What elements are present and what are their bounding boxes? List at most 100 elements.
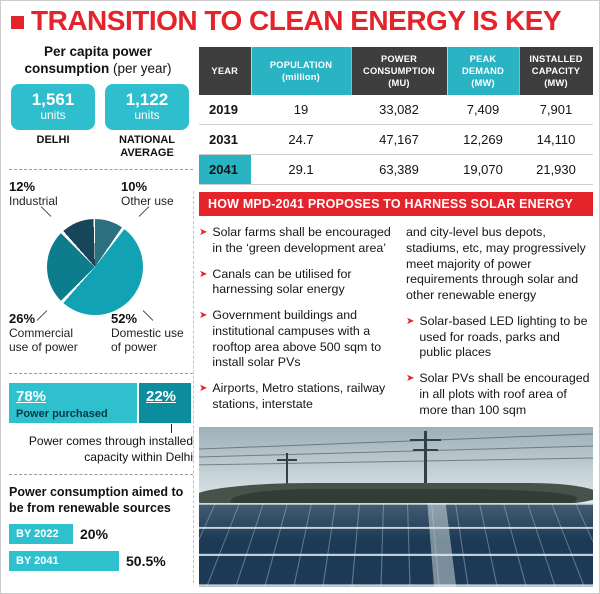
bullet-arrow-icon: ➤ bbox=[406, 315, 415, 327]
cell-consumption: 63,389 bbox=[351, 154, 447, 186]
utility-pole-crossarm bbox=[412, 449, 438, 451]
right-column: YEAR POPULATION (million) POWER CONSUMPT… bbox=[199, 47, 594, 428]
table-row-2019: 2019 19 33,082 7,409 7,901 bbox=[199, 95, 593, 126]
bullet-arrow-icon: ➤ bbox=[406, 373, 415, 385]
power-purchased-pct: 78% bbox=[16, 387, 47, 405]
table-row-2031: 2031 24.7 47,167 12,269 14,110 bbox=[199, 124, 593, 156]
installed-capacity-note: Power comes through installed capacity w… bbox=[28, 433, 193, 464]
cell-peak: 19,070 bbox=[447, 154, 519, 186]
list-item: ➤ Airports, Metro stations, railway stat… bbox=[199, 381, 396, 413]
left-column: Per capita power consumption (per year) … bbox=[9, 43, 193, 571]
industrial-name: Industrial bbox=[9, 193, 58, 208]
installed-capacity-segment: 22% bbox=[139, 382, 191, 423]
bullet-arrow-icon: ➤ bbox=[199, 268, 208, 280]
list-item-continuation: and city-level bus depots, stadiums, etc… bbox=[406, 225, 593, 304]
renewable-row-2041: BY 2041 50.5% bbox=[9, 550, 193, 571]
solar-panel-array bbox=[199, 503, 593, 587]
renewable-bar-2041: BY 2041 bbox=[9, 550, 119, 571]
cell-peak: 7,409 bbox=[447, 95, 519, 126]
delhi-label: DELHI bbox=[36, 133, 70, 146]
cell-installed: 14,110 bbox=[519, 124, 593, 156]
dashed-divider bbox=[9, 474, 193, 476]
pie-label-industrial: 12% Industrial bbox=[9, 179, 58, 208]
col-header-year: YEAR bbox=[199, 47, 252, 96]
per-capita-heading: Per capita power consumption (per year) bbox=[13, 43, 183, 78]
cell-peak: 12,269 bbox=[447, 124, 519, 156]
bullet-text: Government buildings and institutional c… bbox=[212, 308, 382, 370]
cell-consumption: 33,082 bbox=[351, 95, 447, 126]
vertical-dashed-divider bbox=[193, 191, 194, 583]
table-header-row: YEAR POPULATION (million) POWER CONSUMPT… bbox=[199, 47, 594, 96]
national-box-wrap: 1,122 units NATIONAL AVERAGE bbox=[105, 83, 189, 160]
power-purchased-segment: 78% Power purchased bbox=[9, 382, 137, 423]
power-projection-table: YEAR POPULATION (million) POWER CONSUMPT… bbox=[199, 47, 594, 186]
power-use-pie-chart bbox=[47, 218, 143, 315]
bullet-column-2: and city-level bus depots, stadiums, etc… bbox=[396, 225, 593, 428]
renewable-heading: Power consumption aimed to be from renew… bbox=[9, 485, 184, 516]
cell-installed: 21,930 bbox=[519, 154, 593, 186]
solar-panels-photo bbox=[199, 427, 593, 587]
national-unit: units bbox=[134, 108, 160, 123]
bullet-text: and city-level bus depots, stadiums, etc… bbox=[406, 225, 586, 303]
national-value-box: 1,122 units bbox=[105, 83, 189, 130]
bullet-column-1: ➤ Solar farms shall be encouraged in the… bbox=[199, 225, 396, 428]
cell-consumption: 47,167 bbox=[351, 124, 447, 156]
col-header-consumption: POWER CONSUMPTION (MU) bbox=[351, 47, 448, 96]
bullet-text: Canals can be utilised for harnessing so… bbox=[212, 266, 352, 297]
utility-pole-crossarm bbox=[409, 439, 441, 441]
utility-pole bbox=[423, 431, 427, 499]
cell-population: 29.1 bbox=[251, 154, 351, 186]
other-name: Other use bbox=[121, 193, 174, 208]
solar-bullet-list: ➤ Solar farms shall be encouraged in the… bbox=[199, 216, 593, 428]
power-purchased-label: Power purchased bbox=[16, 407, 108, 420]
renewable-pct-2041: 50.5% bbox=[126, 552, 166, 569]
renewable-row-2022: BY 2022 20% bbox=[9, 523, 193, 544]
bullet-text: Solar farms shall be encouraged in the ‘… bbox=[212, 225, 391, 255]
domestic-name: Domestic use of power bbox=[111, 325, 184, 355]
bullet-text: Solar-based LED lighting to be used for … bbox=[419, 313, 588, 360]
renewable-pct-2022: 20% bbox=[80, 525, 109, 542]
col-header-peak-demand: PEAK DEMAND (MW) bbox=[447, 47, 520, 96]
industrial-pct: 12% bbox=[9, 178, 36, 194]
utility-pole bbox=[285, 453, 288, 497]
power-source-bar: 78% Power purchased 22% bbox=[9, 382, 193, 423]
bullet-arrow-icon: ➤ bbox=[199, 310, 208, 322]
power-source-split: 78% Power purchased 22% Power comes thro… bbox=[9, 382, 193, 465]
page-title: TRANSITION TO CLEAN ENERGY IS KEY bbox=[31, 5, 562, 36]
solar-section-banner: HOW MPD-2041 PROPOSES TO HARNESS SOLAR E… bbox=[199, 192, 593, 217]
pie-label-commercial: 26% Commercial use of power bbox=[9, 311, 95, 355]
renewable-bar-2022: BY 2022 bbox=[9, 523, 73, 544]
other-pct: 10% bbox=[121, 178, 148, 194]
cell-year: 2019 bbox=[199, 95, 251, 126]
list-item: ➤ Solar-based LED lighting to be used fo… bbox=[406, 314, 593, 361]
utility-pole-crossarm bbox=[276, 459, 297, 461]
col-header-installed-capacity: INSTALLED CAPACITY (MW) bbox=[519, 47, 594, 96]
commercial-name: Commercial use of power bbox=[9, 325, 78, 355]
per-capita-boxes: 1,561 units DELHI 1,122 units NATIONAL A… bbox=[9, 83, 193, 160]
dashed-divider bbox=[9, 372, 193, 374]
bullet-text: Solar PVs shall be encouraged in all plo… bbox=[419, 371, 590, 417]
renewable-targets: Power consumption aimed to be from renew… bbox=[9, 484, 193, 571]
pie-label-other: 10% Other use bbox=[121, 179, 174, 208]
table-row-2041: 2041 29.1 63,389 19,070 21,930 bbox=[199, 154, 593, 186]
col-header-population: POPULATION (million) bbox=[251, 47, 352, 96]
per-capita-heading-bold: Per capita power consumption bbox=[24, 44, 153, 77]
title-bullet-square-icon bbox=[11, 16, 24, 29]
list-item: ➤ Solar PVs shall be encouraged in all p… bbox=[406, 371, 593, 418]
cell-installed: 7,901 bbox=[519, 95, 593, 126]
dashed-divider bbox=[9, 168, 193, 170]
per-capita-heading-note: (per year) bbox=[109, 61, 172, 77]
national-value: 1,122 bbox=[125, 89, 169, 109]
delhi-value-box: 1,561 units bbox=[11, 83, 95, 130]
cell-year-highlighted: 2041 bbox=[199, 154, 251, 186]
note-pointer-line bbox=[171, 423, 172, 433]
commercial-pct: 26% bbox=[9, 310, 36, 326]
bullet-arrow-icon: ➤ bbox=[199, 383, 208, 395]
list-item: ➤ Solar farms shall be encouraged in the… bbox=[199, 225, 396, 257]
delhi-unit: units bbox=[40, 108, 66, 123]
list-item: ➤ Government buildings and institutional… bbox=[199, 308, 396, 371]
delhi-box-wrap: 1,561 units DELHI bbox=[11, 83, 95, 160]
bullet-arrow-icon: ➤ bbox=[199, 227, 208, 239]
installed-capacity-pct: 22% bbox=[146, 387, 177, 405]
